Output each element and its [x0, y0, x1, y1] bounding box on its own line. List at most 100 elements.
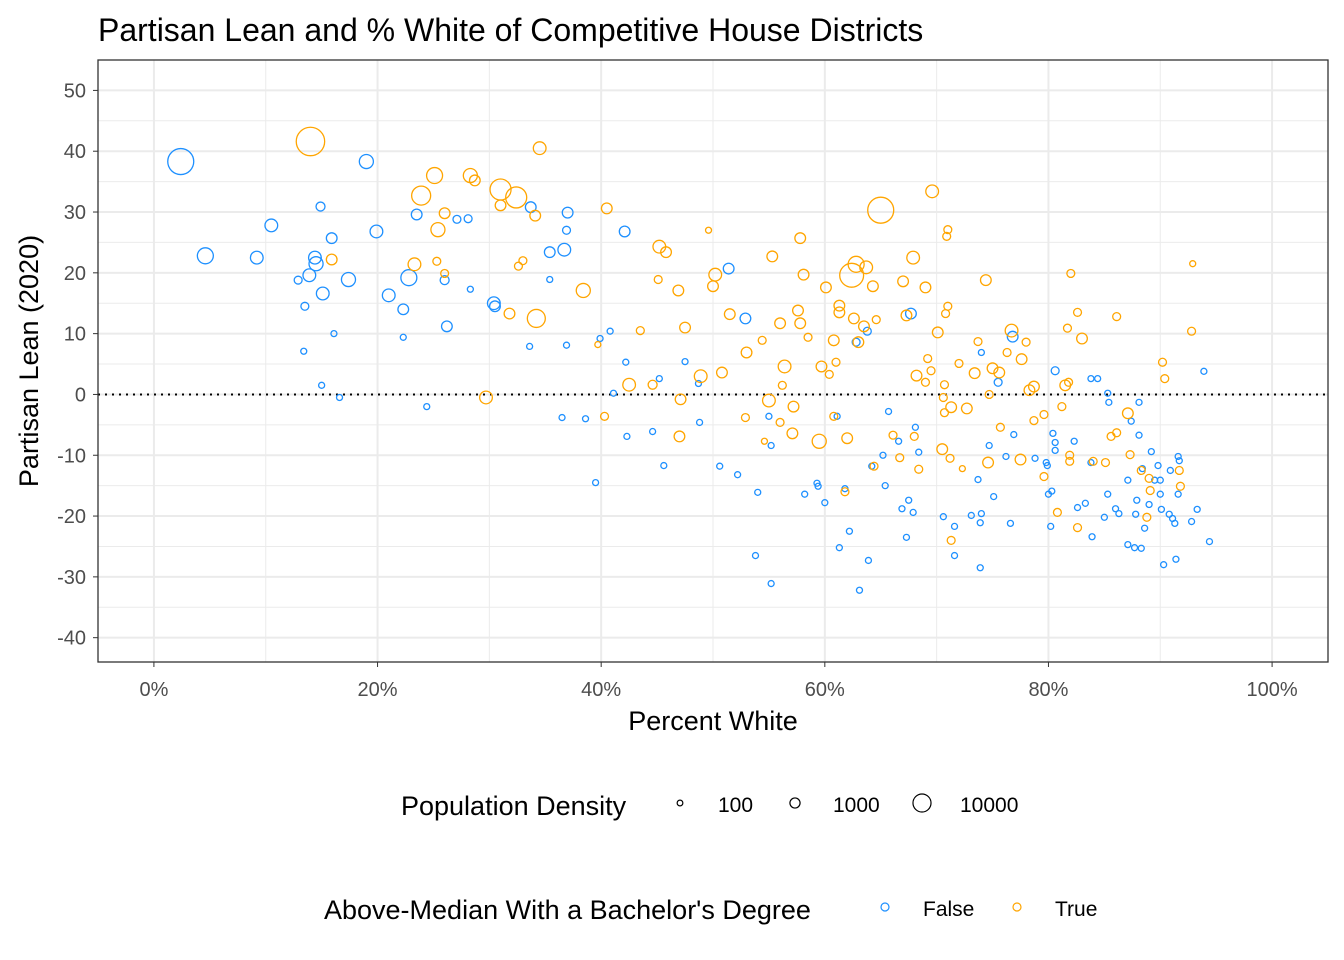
data-point-false	[1193, 505, 1201, 514]
data-point-false	[950, 551, 959, 560]
data-point-true	[325, 253, 338, 266]
data-point-true	[715, 366, 728, 379]
data-point-false	[1006, 519, 1015, 528]
data-point-false	[558, 413, 566, 422]
data-point-true	[411, 185, 432, 206]
data-point-false	[325, 232, 338, 245]
data-point-true	[1063, 377, 1074, 387]
data-point-false	[561, 225, 572, 235]
data-point-true	[1088, 456, 1098, 466]
data-point-false	[898, 505, 906, 513]
data-point-false	[1087, 458, 1095, 467]
data-point-false	[452, 214, 462, 224]
data-point-false	[400, 269, 418, 287]
data-point-true	[1136, 465, 1146, 476]
data-point-true	[914, 464, 924, 474]
data-point-true	[468, 174, 481, 187]
data-point-true	[968, 367, 981, 380]
data-point-false	[1200, 367, 1208, 375]
x-tick-label: 40%	[581, 679, 621, 701]
data-point-true	[840, 487, 850, 497]
color-legend: Above-Median With a Bachelor's Degree Fa…	[324, 895, 1097, 925]
data-point-false	[976, 564, 984, 572]
data-point-true	[936, 443, 949, 456]
data-point-true	[647, 379, 658, 390]
data-point-true	[815, 360, 828, 373]
legend-label-false: False	[923, 898, 974, 921]
data-point-true	[794, 317, 807, 330]
data-point-false	[1137, 544, 1145, 552]
data-point-true	[723, 308, 736, 321]
data-point-false	[739, 312, 752, 325]
data-point-false	[977, 509, 986, 518]
data-point-false	[1166, 466, 1174, 475]
y-tick-label: 0	[75, 384, 86, 406]
data-point-false	[264, 218, 279, 233]
data-point-false	[1104, 490, 1112, 498]
data-point-false	[1187, 517, 1196, 526]
data-point-false	[335, 393, 344, 402]
data-point-true	[660, 246, 673, 259]
data-point-true	[1021, 337, 1031, 347]
data-point-true	[982, 456, 995, 469]
data-point-false	[399, 333, 407, 341]
data-point-true	[740, 412, 751, 423]
data-point-false	[1100, 513, 1109, 521]
x-tick-label: 0%	[139, 679, 168, 701]
data-point-false	[1124, 540, 1132, 549]
data-point-true	[1174, 465, 1184, 476]
data-point-true	[440, 268, 450, 279]
data-point-true	[1057, 402, 1067, 412]
data-point-true	[839, 262, 865, 288]
y-tick-label: 40	[64, 141, 86, 163]
data-point-true	[518, 256, 528, 266]
data-point-true	[909, 431, 919, 442]
data-point-true	[841, 432, 854, 445]
data-point-false	[851, 337, 861, 347]
data-point-false	[1205, 537, 1214, 546]
data-point-false	[486, 296, 501, 311]
data-point-false	[1049, 429, 1057, 438]
data-point-false	[440, 320, 453, 333]
data-point-false	[977, 348, 986, 357]
data-point-true	[954, 358, 964, 369]
data-point-true	[852, 336, 865, 349]
data-point-false	[655, 374, 663, 383]
size-legend-label: 100	[718, 794, 753, 817]
y-tick-label: -40	[57, 628, 86, 650]
data-point-true	[906, 250, 921, 265]
data-point-false	[660, 461, 668, 470]
plot-panel-border	[97, 59, 1329, 663]
data-point-false	[591, 478, 600, 487]
data-point-true	[946, 535, 956, 545]
data-point-true	[1052, 507, 1063, 518]
data-point-false	[765, 412, 773, 420]
data-point-false	[1174, 452, 1182, 461]
data-point-true	[1142, 512, 1152, 522]
data-point-false	[985, 441, 993, 450]
data-point-false	[835, 544, 844, 552]
data-point-false	[622, 358, 630, 366]
y-tick-label: 20	[64, 263, 86, 285]
data-point-true	[693, 369, 708, 384]
data-point-false	[1159, 561, 1168, 569]
y-tick-label: -20	[57, 506, 86, 528]
data-point-true	[867, 196, 895, 224]
data-point-false	[397, 303, 410, 316]
data-point-true	[910, 369, 923, 382]
data-point-true	[925, 184, 940, 199]
data-point-false	[249, 250, 264, 265]
data-point-true	[866, 280, 879, 293]
data-point-false	[939, 513, 947, 521]
data-point-true	[673, 430, 686, 443]
data-point-true	[1106, 431, 1116, 442]
data-point-true	[1066, 268, 1076, 279]
y-tick-label: 50	[64, 80, 86, 102]
data-point-false	[801, 490, 809, 498]
data-point-false	[1174, 490, 1182, 498]
data-point-false	[463, 214, 473, 224]
data-point-true	[833, 299, 846, 312]
data-point-true	[777, 380, 787, 390]
data-point-true	[958, 464, 967, 473]
data-point-false	[855, 586, 864, 594]
